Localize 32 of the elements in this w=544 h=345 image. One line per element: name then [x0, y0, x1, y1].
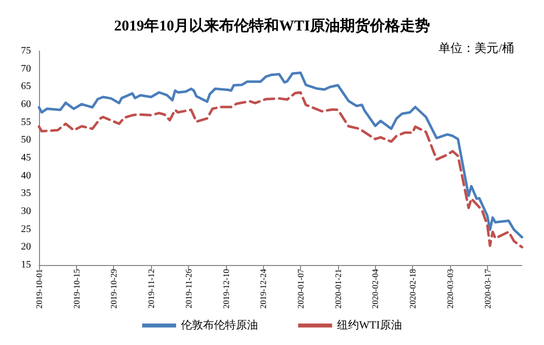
annotation: 单位：美元/桶	[438, 41, 514, 55]
x-tick-label: 2020-03-03	[444, 269, 455, 309]
x-tick-label: 2019-10-29	[108, 269, 119, 309]
x-tick-label: 2019-11-12	[146, 269, 156, 308]
y-tick-label: 15	[21, 260, 31, 270]
x-tick-label: 2019-10-01	[34, 269, 44, 309]
x-tick-label: 2020-03-17	[482, 269, 492, 309]
x-tick-label: 2019-12-24	[258, 268, 268, 309]
legend-label: 伦敦布伦特原油	[181, 318, 258, 332]
y-tick-label: 50	[21, 134, 31, 146]
y-tick-label: 60	[21, 99, 31, 110]
x-tick-label: 2020-02-18	[408, 269, 418, 309]
y-tick-label: 75	[21, 46, 31, 56]
x-tick-label: 2019-12-10	[220, 269, 231, 309]
x-tick-label: 2020-02-04	[370, 268, 380, 309]
legend-label: 纽约WTI原油	[337, 318, 402, 332]
x-tick-label: 2020-01-21	[332, 269, 343, 309]
y-tick-label: 70	[21, 63, 31, 74]
y-tick-label: 35	[21, 188, 31, 200]
chart-title: 2019年10月以来布伦特和WTI原油期货价格走势	[114, 18, 430, 34]
x-tick-label: 2020-01-07	[296, 269, 306, 309]
line-series	[38, 72, 524, 238]
y-tick-label: 25	[21, 224, 31, 235]
y-tick-label: 65	[21, 81, 31, 92]
line-series	[38, 91, 524, 248]
y-tick-label: 40	[21, 170, 31, 182]
x-tick-label: 2019-11-26	[183, 269, 194, 308]
y-tick-label: 55	[21, 116, 31, 128]
y-tick-label: 20	[21, 242, 31, 253]
x-tick-label: 2019-10-15	[71, 269, 82, 309]
y-tick-label: 45	[21, 152, 31, 164]
y-tick-label: 30	[21, 206, 31, 217]
